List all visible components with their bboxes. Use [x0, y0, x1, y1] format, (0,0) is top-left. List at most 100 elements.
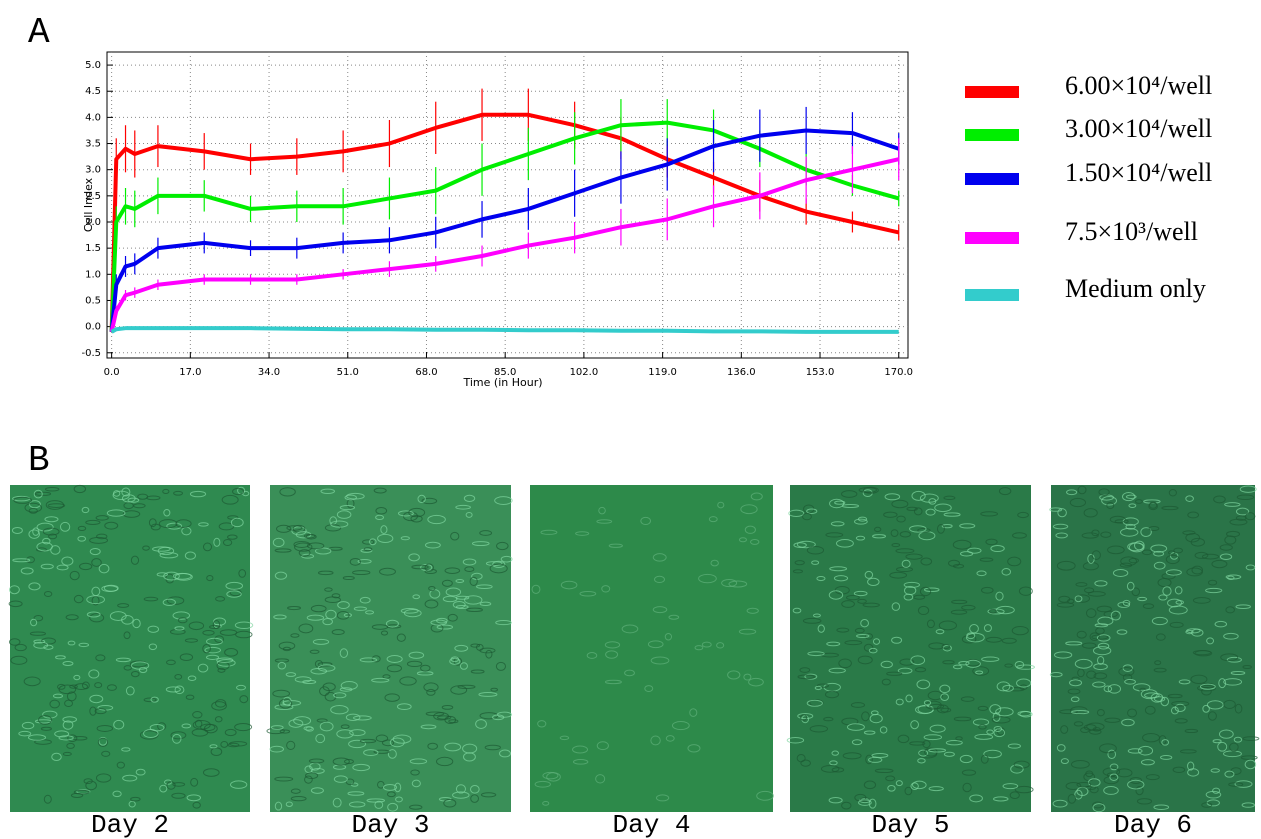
- cell: [58, 735, 74, 741]
- cell: [1112, 569, 1129, 577]
- cell: [598, 506, 606, 515]
- cell: [1137, 596, 1148, 602]
- y-tick-label: 4.5: [85, 86, 101, 97]
- cell: [863, 730, 876, 735]
- cell: [1106, 772, 1116, 778]
- cell: [1002, 783, 1019, 790]
- cell: [205, 654, 220, 660]
- cell: [668, 614, 680, 620]
- cell: [57, 683, 66, 690]
- cell: [42, 537, 51, 545]
- cell: [1210, 768, 1220, 773]
- cell: [793, 542, 807, 548]
- cell: [336, 729, 354, 739]
- cell: [73, 484, 87, 494]
- cell: [1096, 634, 1111, 642]
- cell: [1057, 508, 1067, 518]
- cell: [1153, 667, 1167, 673]
- cell: [420, 724, 437, 730]
- cell: [131, 670, 140, 678]
- cell: [969, 794, 983, 803]
- cell: [1049, 507, 1063, 512]
- cell: [961, 769, 977, 776]
- cell: [1172, 766, 1186, 774]
- cell: [179, 653, 194, 662]
- cell: [540, 529, 558, 535]
- cell: [1075, 582, 1088, 587]
- cell: [1219, 544, 1233, 551]
- cell: [219, 629, 238, 636]
- cell: [184, 551, 196, 560]
- cell: [44, 487, 60, 492]
- cell: [9, 585, 20, 595]
- cell: [266, 727, 285, 735]
- cell: [73, 674, 81, 681]
- cell: [1202, 704, 1210, 713]
- cell: [122, 510, 141, 518]
- cell: [331, 629, 345, 636]
- cell: [1201, 553, 1220, 560]
- cell: [127, 497, 140, 503]
- cell: [959, 523, 976, 529]
- cell: [831, 750, 839, 756]
- cell: [101, 750, 111, 757]
- cell: [671, 720, 690, 731]
- cell: [216, 658, 236, 667]
- cell: [802, 617, 822, 624]
- cell: [306, 614, 325, 621]
- cell: [1207, 711, 1217, 721]
- cell: [166, 522, 183, 530]
- cell: [1116, 629, 1128, 635]
- cell: [534, 780, 551, 788]
- micrograph: [1049, 485, 1260, 813]
- cell: [961, 604, 976, 611]
- y-tick-label: 4.0: [85, 112, 101, 123]
- cell: [744, 525, 756, 534]
- cell: [816, 683, 830, 688]
- cell: [1083, 508, 1098, 518]
- cell: [756, 790, 774, 801]
- cell: [1125, 494, 1137, 499]
- cell: [29, 631, 46, 636]
- cell: [352, 715, 372, 721]
- cell: [36, 522, 54, 532]
- cell: [868, 647, 878, 654]
- cell: [202, 629, 215, 636]
- cell: [1084, 587, 1095, 594]
- cell: [149, 723, 165, 732]
- cell: [857, 655, 873, 665]
- cell: [1017, 710, 1032, 717]
- legend-label: 6.00×10⁴/well: [1065, 71, 1212, 100]
- cell: [1107, 545, 1125, 555]
- cell: [129, 660, 148, 668]
- cell: [410, 515, 423, 523]
- cell: [845, 595, 860, 601]
- cell: [1085, 608, 1097, 619]
- cell: [1157, 578, 1172, 588]
- cell: [1136, 798, 1153, 805]
- cell: [447, 613, 458, 622]
- cell: [138, 666, 148, 674]
- cell: [830, 521, 845, 527]
- cell: [470, 669, 485, 674]
- cell: [1007, 743, 1021, 749]
- cell: [1128, 503, 1137, 508]
- cell: [494, 496, 513, 505]
- cell: [52, 693, 64, 699]
- cell: [868, 798, 877, 809]
- cell: [324, 587, 333, 592]
- cell: [985, 538, 998, 546]
- cell: [123, 631, 131, 640]
- cell: [531, 584, 541, 594]
- cell: [420, 664, 431, 672]
- cell: [430, 623, 444, 633]
- legend-swatch: [965, 289, 1019, 301]
- cell: [66, 742, 75, 749]
- cell: [395, 796, 403, 803]
- cell: [1235, 507, 1250, 516]
- cell: [24, 502, 43, 513]
- cell: [938, 620, 957, 631]
- image-bg: [530, 485, 773, 812]
- cell: [389, 737, 405, 748]
- cell: [560, 580, 578, 590]
